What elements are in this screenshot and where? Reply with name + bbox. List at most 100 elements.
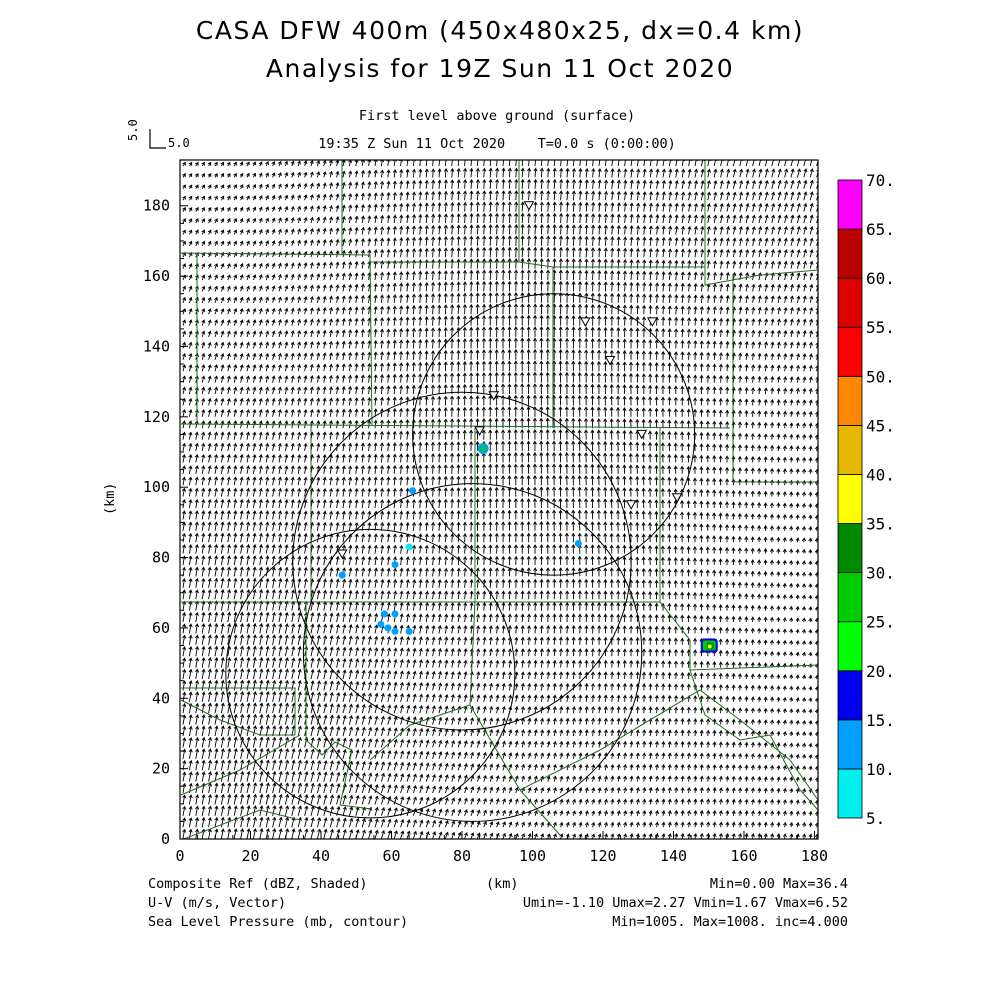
- colorbar-label: 40.: [866, 465, 895, 484]
- footer-vector-stats: Umin=-1.10 Umax=2.27 Vmin=1.67 Vmax=6.52: [522, 895, 848, 911]
- radar-site-marker: [625, 500, 637, 510]
- county-boundary: [369, 601, 476, 761]
- plot-frame: [179, 159, 819, 840]
- y-tick-label: 160: [143, 267, 170, 285]
- echo-cell: [574, 539, 582, 547]
- radar-ring: [412, 293, 696, 576]
- colorbar-label: 70.: [866, 171, 895, 190]
- county-boundary: [180, 423, 731, 429]
- colorbar-label: 55.: [866, 318, 895, 337]
- axes: 0 20 40 60 80 100 120 140 160 180 0 20 40 60 80 100 120 1…: [143, 197, 828, 865]
- colorbar-swatch: [837, 474, 863, 524]
- county-boundary: [659, 601, 818, 671]
- radar-site-marker: [488, 391, 500, 401]
- county-boundary: [519, 789, 561, 836]
- footer-contour-field: Sea Level Pressure (mb, contour): [148, 914, 409, 930]
- radar-site-marker: [474, 426, 485, 436]
- colorbar: 5. 10. 15. 20. 25. 30. 35. 40. 45. 50. 55. 60. 65. 70…: [837, 171, 895, 828]
- echo-cell: [405, 543, 413, 551]
- echo-cell: [409, 487, 417, 495]
- radar-site-marker: [336, 549, 348, 560]
- echo-cell: [391, 627, 399, 635]
- county-boundary: [180, 252, 373, 426]
- x-tick-label: 40: [312, 847, 330, 865]
- wind-vector-field: [181, 160, 818, 839]
- colorbar-label: 30.: [866, 564, 895, 583]
- echo-cell: [384, 624, 392, 632]
- y-axis-label: (km): [102, 482, 118, 515]
- echo-cell: [391, 610, 399, 618]
- county-boundary: [180, 699, 295, 736]
- footer-vector-field: U-V (m/s, Vector): [148, 895, 287, 911]
- radar-sites: [336, 201, 683, 560]
- radar-rings: [225, 293, 696, 822]
- chart-title-line1: CASA DFW 400m (450x480x25, dx=0.4 km): [195, 16, 805, 45]
- colorbar-swatch: [837, 621, 863, 672]
- echo-cell: [377, 620, 385, 628]
- y-tick-label: 80: [152, 549, 170, 567]
- y-tick-label: 120: [143, 408, 170, 426]
- y-tick-label: 140: [143, 337, 170, 355]
- colorbar-label: 35.: [866, 515, 895, 534]
- colorbar-swatch: [837, 375, 863, 426]
- colorbar-label: 50.: [866, 367, 895, 386]
- x-tick-label: 140: [660, 847, 687, 865]
- colorbar-label: 25.: [866, 613, 895, 632]
- y-tick-label: 20: [152, 760, 170, 778]
- y-tick-label: 0: [161, 830, 170, 848]
- radar-site-marker: [636, 429, 648, 440]
- x-tick-label: 160: [730, 847, 757, 865]
- chart-title-line2: Analysis for 19Z Sun 11 Oct 2020: [265, 54, 735, 83]
- x-tick-label: 100: [519, 847, 546, 865]
- x-tick-label: 20: [241, 847, 259, 865]
- colorbar-label: 45.: [866, 416, 895, 435]
- colorbar-swatch: [837, 523, 863, 574]
- y-tick-label: 60: [152, 619, 170, 637]
- y-tick-label: 100: [143, 478, 170, 496]
- reflectivity-echoes: [338, 442, 718, 653]
- colorbar-label: 10.: [866, 760, 895, 779]
- colorbar-swatch: [837, 768, 863, 819]
- county-boundary: [305, 602, 373, 810]
- radar-site-marker: [580, 317, 591, 327]
- footer-shaded-field: Composite Ref (dBZ, Shaded): [148, 876, 368, 892]
- county-boundaries: [180, 160, 818, 839]
- colorbar-swatch: [837, 670, 863, 721]
- echo-cell: [707, 644, 712, 649]
- radar-ring: [225, 528, 516, 819]
- echo-cell: [338, 571, 346, 579]
- echo-cell: [380, 610, 388, 618]
- x-tick-label: 0: [175, 847, 184, 865]
- ref-vector-x-label: 5.0: [168, 136, 190, 150]
- radar-site-marker: [523, 201, 535, 211]
- colorbar-swatch: [837, 326, 863, 377]
- wind-vectors: [181, 160, 818, 839]
- echo-cell: [479, 444, 487, 452]
- radar-site-marker: [671, 493, 683, 503]
- radar-site-marker: [646, 317, 658, 327]
- footer-shaded-stats: Min=0.00 Max=36.4: [709, 876, 848, 892]
- y-tick-label: 40: [152, 689, 170, 707]
- x-tick-label: 60: [382, 847, 400, 865]
- colorbar-swatch: [837, 719, 863, 770]
- level-label: First level above ground (surface): [358, 108, 636, 124]
- echo-cell: [405, 627, 413, 635]
- footer-contour-stats: Min=1005. Max=1008. inc=4.000: [612, 914, 848, 930]
- y-tick-label: 180: [143, 197, 170, 215]
- colorbar-label: 65.: [866, 220, 895, 239]
- colorbar-swatch: [837, 572, 863, 623]
- county-boundary: [180, 734, 301, 796]
- x-tick-label: 120: [589, 847, 616, 865]
- county-boundary: [182, 809, 301, 839]
- radar-site-marker: [604, 356, 616, 366]
- colorbar-label: 15.: [866, 711, 895, 730]
- colorbar-swatch: [837, 179, 863, 230]
- echo-cell: [391, 561, 399, 569]
- radar-ring: [302, 483, 643, 822]
- colorbar-label: 60.: [866, 269, 895, 288]
- colorbar-swatch: [837, 277, 863, 328]
- county-boundary: [689, 669, 818, 811]
- x-tick-label: 80: [453, 847, 471, 865]
- x-tick-label: 180: [801, 847, 828, 865]
